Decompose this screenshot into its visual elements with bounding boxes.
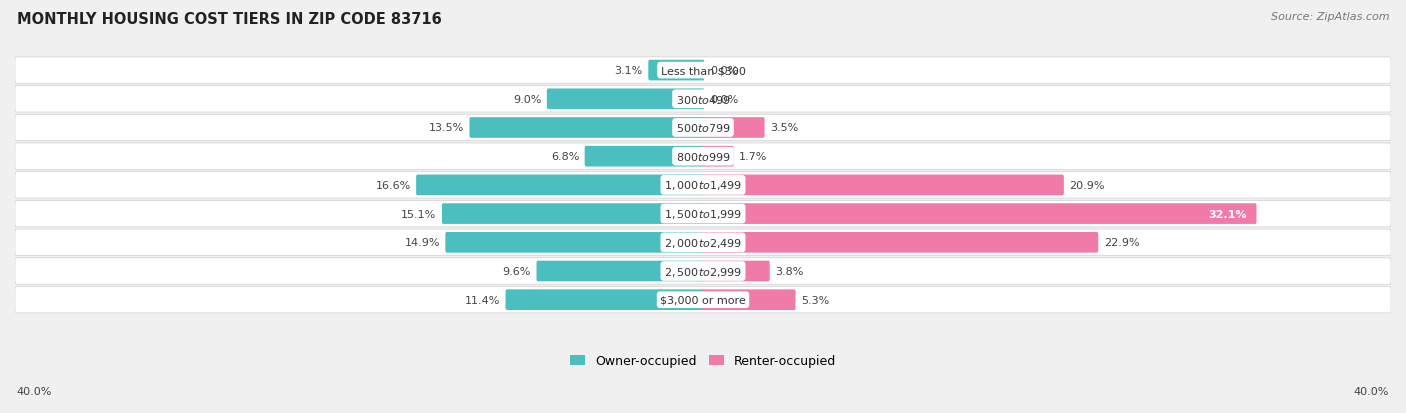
Text: 14.9%: 14.9%	[405, 238, 440, 248]
FancyBboxPatch shape	[470, 118, 704, 138]
FancyBboxPatch shape	[702, 118, 765, 138]
Text: 13.5%: 13.5%	[429, 123, 464, 133]
Text: $300 to $499: $300 to $499	[675, 94, 731, 106]
FancyBboxPatch shape	[537, 261, 704, 282]
Text: 16.6%: 16.6%	[375, 180, 411, 190]
Text: 3.8%: 3.8%	[775, 266, 804, 276]
Text: $500 to $799: $500 to $799	[675, 122, 731, 134]
Text: 40.0%: 40.0%	[17, 387, 52, 396]
Text: 9.6%: 9.6%	[502, 266, 531, 276]
Text: 9.0%: 9.0%	[513, 95, 541, 104]
Text: 1.7%: 1.7%	[740, 152, 768, 162]
FancyBboxPatch shape	[15, 115, 1391, 141]
Text: 40.0%: 40.0%	[1354, 387, 1389, 396]
FancyBboxPatch shape	[15, 230, 1391, 256]
FancyBboxPatch shape	[446, 233, 704, 253]
Text: 0.0%: 0.0%	[710, 95, 738, 104]
FancyBboxPatch shape	[15, 86, 1391, 113]
FancyBboxPatch shape	[15, 144, 1391, 170]
FancyBboxPatch shape	[702, 175, 1064, 196]
Text: 0.0%: 0.0%	[710, 66, 738, 76]
FancyBboxPatch shape	[702, 204, 1257, 224]
Text: 3.1%: 3.1%	[614, 66, 643, 76]
FancyBboxPatch shape	[15, 287, 1391, 313]
Text: 11.4%: 11.4%	[464, 295, 501, 305]
Text: 5.3%: 5.3%	[801, 295, 830, 305]
FancyBboxPatch shape	[506, 290, 704, 310]
Text: Source: ZipAtlas.com: Source: ZipAtlas.com	[1271, 12, 1389, 22]
Text: $1,000 to $1,499: $1,000 to $1,499	[664, 179, 742, 192]
FancyBboxPatch shape	[648, 61, 704, 81]
Legend: Owner-occupied, Renter-occupied: Owner-occupied, Renter-occupied	[569, 354, 837, 367]
FancyBboxPatch shape	[441, 204, 704, 224]
FancyBboxPatch shape	[15, 58, 1391, 84]
FancyBboxPatch shape	[15, 201, 1391, 227]
Text: 15.1%: 15.1%	[401, 209, 436, 219]
FancyBboxPatch shape	[585, 147, 704, 167]
Text: $2,500 to $2,999: $2,500 to $2,999	[664, 265, 742, 278]
Text: Less than $300: Less than $300	[661, 66, 745, 76]
FancyBboxPatch shape	[416, 175, 704, 196]
Text: $1,500 to $1,999: $1,500 to $1,999	[664, 208, 742, 221]
FancyBboxPatch shape	[702, 147, 734, 167]
Text: 6.8%: 6.8%	[551, 152, 579, 162]
FancyBboxPatch shape	[702, 261, 769, 282]
Text: MONTHLY HOUSING COST TIERS IN ZIP CODE 83716: MONTHLY HOUSING COST TIERS IN ZIP CODE 8…	[17, 12, 441, 27]
FancyBboxPatch shape	[15, 172, 1391, 199]
FancyBboxPatch shape	[702, 290, 796, 310]
Text: $2,000 to $2,499: $2,000 to $2,499	[664, 236, 742, 249]
FancyBboxPatch shape	[15, 258, 1391, 285]
Text: 32.1%: 32.1%	[1208, 209, 1247, 219]
Text: 22.9%: 22.9%	[1104, 238, 1139, 248]
Text: $800 to $999: $800 to $999	[675, 151, 731, 163]
Text: 3.5%: 3.5%	[770, 123, 799, 133]
FancyBboxPatch shape	[547, 89, 704, 110]
Text: $3,000 or more: $3,000 or more	[661, 295, 745, 305]
FancyBboxPatch shape	[702, 233, 1098, 253]
Text: 20.9%: 20.9%	[1070, 180, 1105, 190]
